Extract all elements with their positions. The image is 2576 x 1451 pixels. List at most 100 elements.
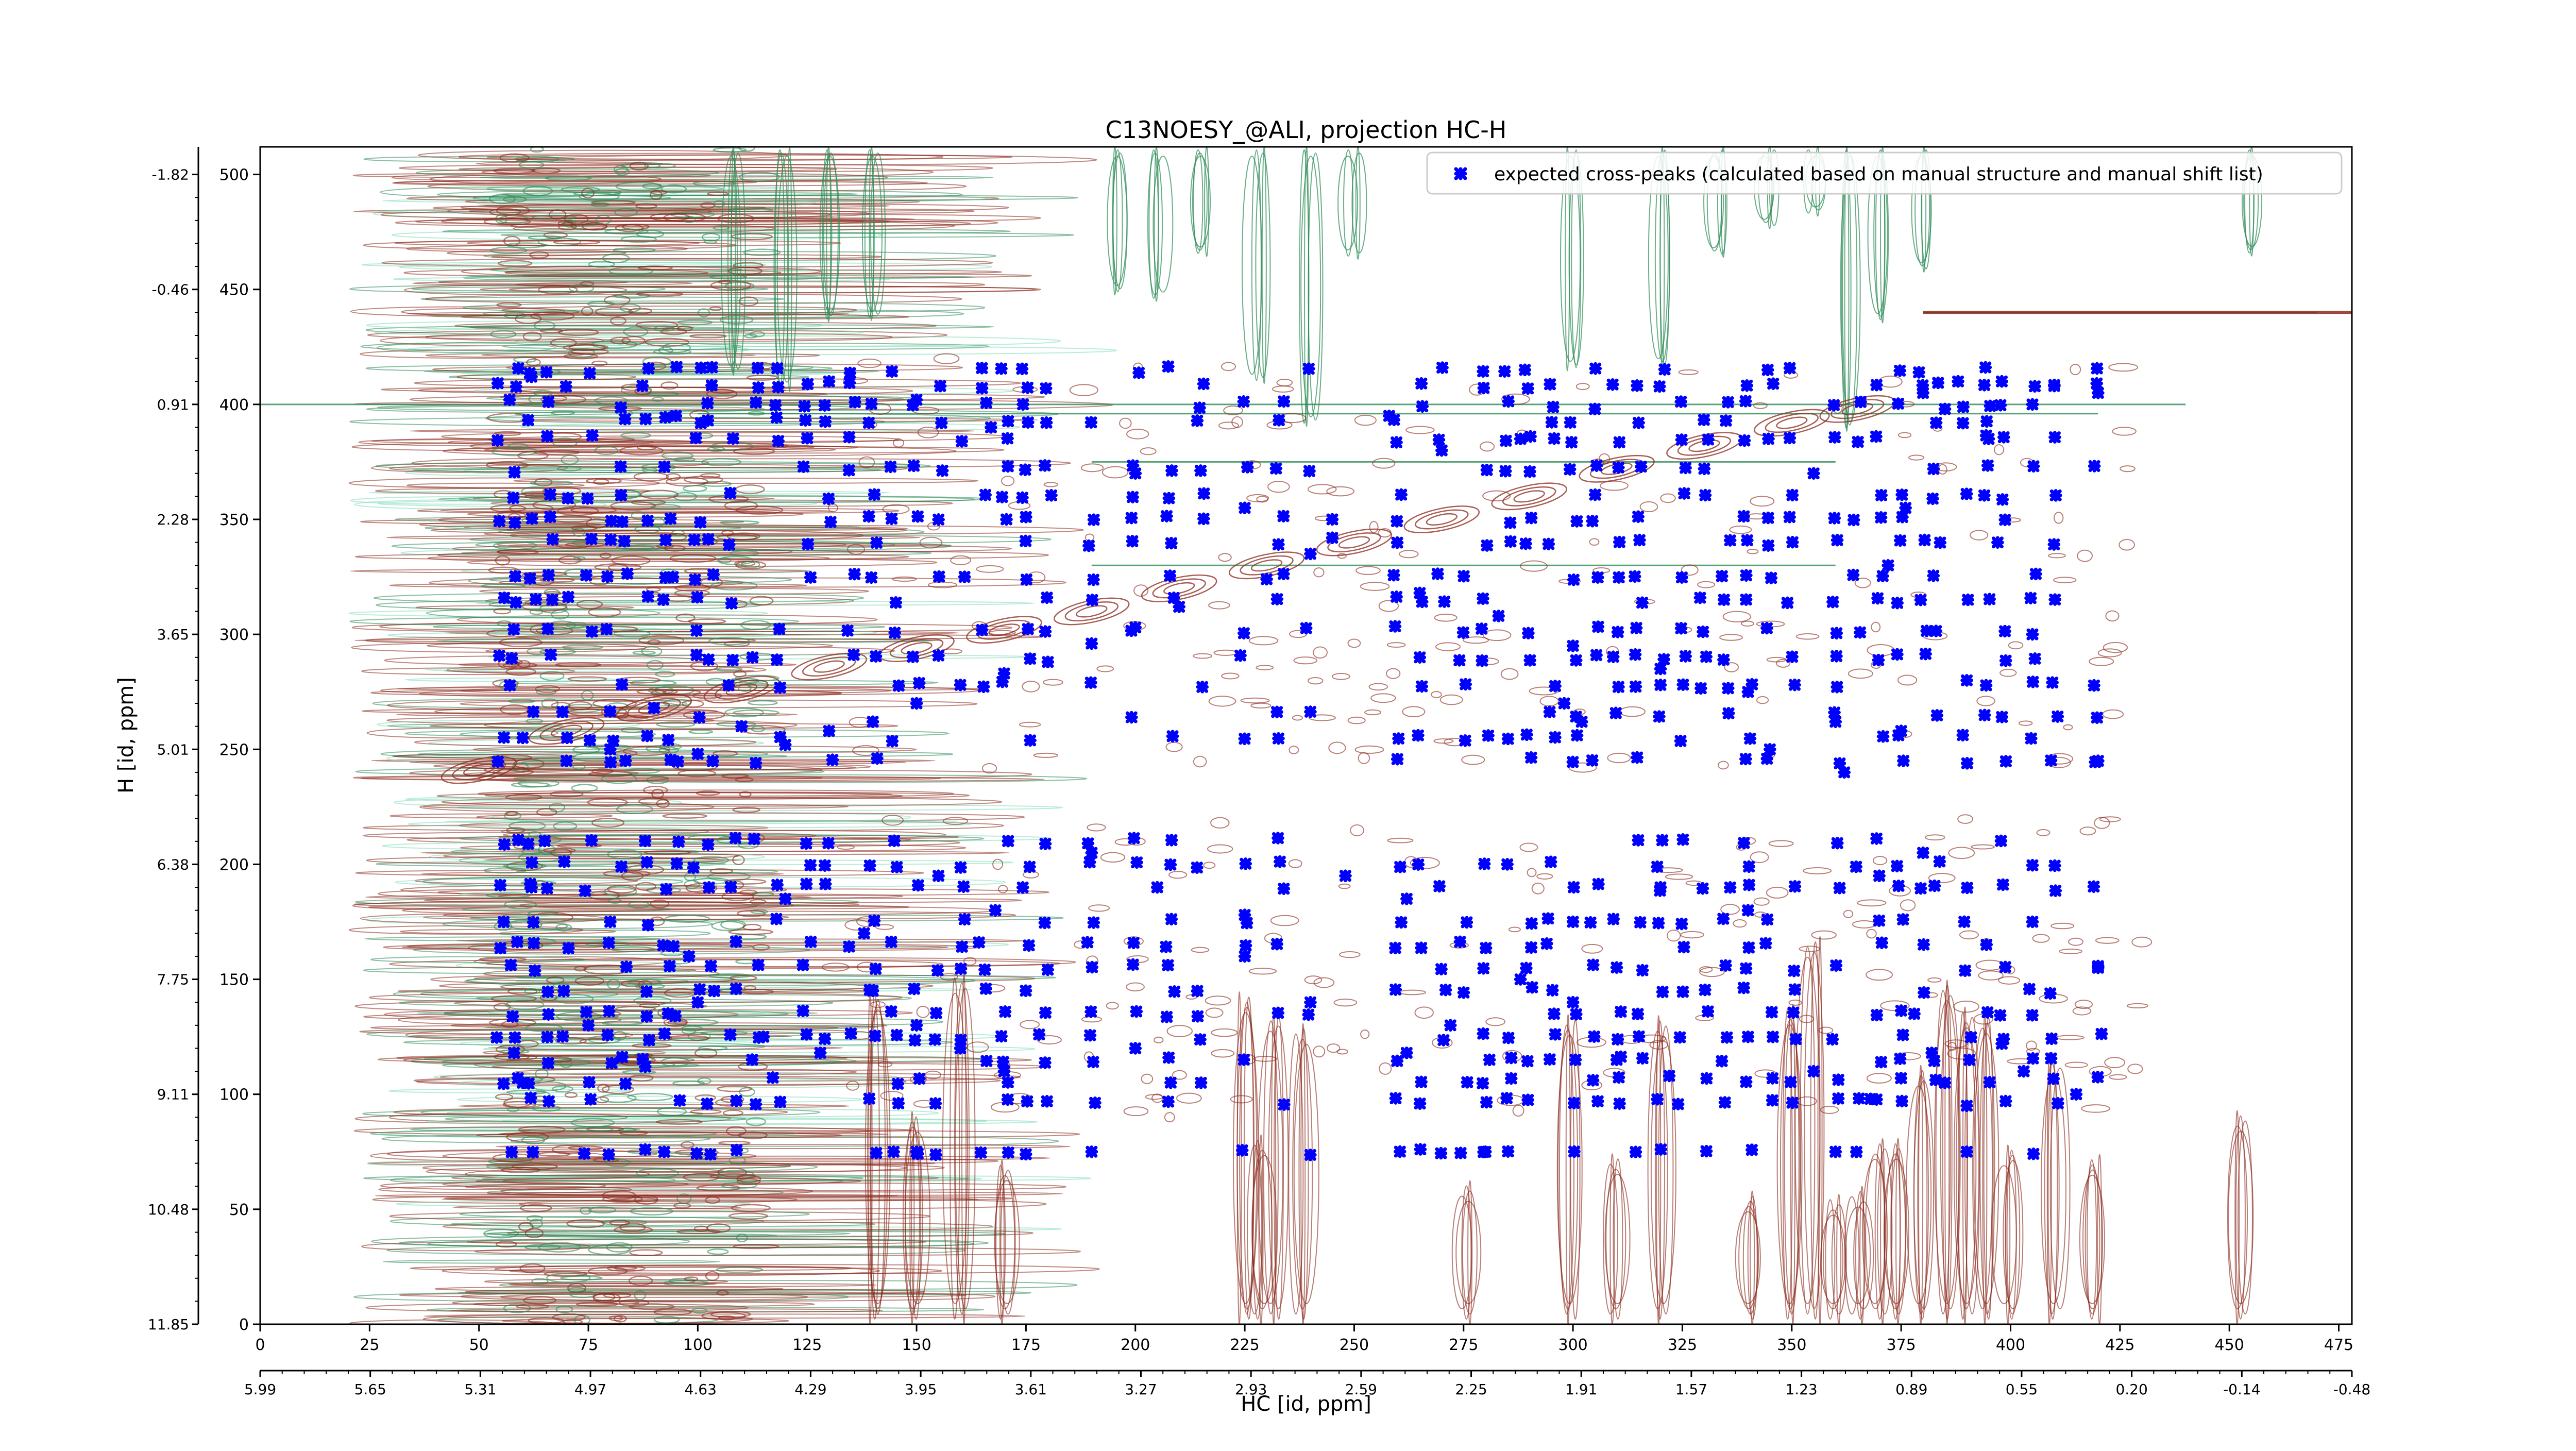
contour-column — [526, 358, 541, 366]
cross-peak-marker — [936, 464, 949, 477]
contour-peak — [1168, 871, 1188, 879]
cross-peak-marker — [562, 590, 575, 603]
cross-peak-marker — [1125, 511, 1138, 525]
cross-peak-marker — [1273, 414, 1285, 427]
cross-peak-marker — [1720, 1031, 1734, 1044]
contour-column — [546, 1273, 591, 1283]
contour-peak — [2099, 816, 2121, 822]
cross-peak-marker — [640, 1010, 653, 1023]
cross-peak-marker — [1651, 860, 1664, 873]
contour-top-spike — [1148, 149, 1159, 299]
cross-peak-marker — [1165, 536, 1178, 550]
cross-peak-marker — [1956, 729, 1970, 741]
cross-peak-marker — [1038, 916, 1052, 930]
cross-peak-marker — [702, 533, 715, 546]
cross-peak-marker — [1679, 650, 1692, 663]
contour-column — [495, 1241, 517, 1248]
contour-peak — [967, 1041, 989, 1053]
cross-peak-marker — [2028, 652, 2042, 665]
contour-streak — [383, 1259, 721, 1264]
cross-peak-marker — [1788, 880, 1802, 893]
contour-peak — [1639, 501, 1658, 513]
contour-column — [568, 1287, 586, 1293]
cross-peak-marker — [1828, 512, 1841, 525]
contour-peak — [1519, 842, 1538, 852]
cross-peak-marker — [822, 837, 835, 850]
contour-column — [489, 330, 517, 339]
contour-peak — [1208, 696, 1236, 707]
cross-peak-marker — [1272, 732, 1285, 745]
cross-peak-marker — [1742, 860, 1756, 873]
cross-peak-marker — [862, 1092, 876, 1105]
contour-peak — [1043, 482, 1058, 487]
contour-streak — [507, 264, 809, 274]
cross-peak-marker — [1022, 939, 1036, 952]
cross-peak-marker — [892, 679, 905, 693]
contour-peak — [2032, 934, 2050, 943]
contour-column — [672, 1019, 719, 1026]
contour-peak — [1379, 1062, 1392, 1075]
contour-streak — [519, 1127, 912, 1133]
cross-peak-marker — [929, 1097, 942, 1110]
cross-peak-marker — [888, 626, 902, 639]
x-tick-label: 175 — [1011, 1336, 1041, 1354]
cross-peak-marker — [2095, 1027, 2108, 1040]
contour-column — [745, 1117, 766, 1126]
contour-peak — [1766, 886, 1789, 899]
cross-peak-marker — [1270, 705, 1283, 719]
cross-peak-marker — [621, 567, 634, 580]
cross-peak-marker — [778, 738, 792, 751]
contour-column — [747, 682, 770, 688]
contour-peak — [1164, 1112, 1175, 1123]
y-ppm-tick-label: 2.28 — [157, 511, 189, 528]
contour-bottom-spike — [1000, 1170, 1016, 1315]
cross-peak-marker — [585, 834, 598, 847]
cross-peak-marker — [1716, 569, 1728, 583]
contour-peak — [1372, 458, 1396, 469]
contour-column — [750, 909, 768, 914]
contour-peak — [1947, 1042, 1957, 1051]
y-ppm-tick-label: 9.11 — [157, 1086, 189, 1103]
cross-peak-marker — [1568, 1145, 1581, 1158]
contour-column — [486, 892, 531, 898]
contour-column — [588, 261, 615, 268]
contour-streak — [426, 608, 660, 619]
contour-peak — [880, 1090, 904, 1101]
x-tick-label: 150 — [902, 1336, 931, 1354]
cross-peak-marker — [1991, 536, 2004, 549]
cross-peak-marker — [1504, 516, 1517, 529]
cross-peak-marker — [884, 460, 897, 474]
contour-peak — [1126, 428, 1149, 440]
cross-peak-marker — [669, 1009, 682, 1023]
contour-column — [574, 966, 587, 972]
cross-peak-marker — [636, 1053, 649, 1066]
contour-column — [503, 235, 521, 246]
cross-peak-marker — [865, 397, 878, 411]
contour-streak — [467, 510, 804, 518]
contour-column — [635, 320, 679, 329]
cross-peak-marker — [687, 861, 700, 874]
contour-column — [488, 194, 516, 205]
contour-streak — [378, 1185, 632, 1194]
contour-top-spike — [862, 156, 883, 312]
contour-streak — [445, 819, 958, 824]
cross-peak-marker — [542, 395, 555, 409]
cross-peak-marker — [1983, 1076, 1996, 1089]
contour-peak — [1750, 496, 1775, 507]
contour-bottom-spike — [1455, 1201, 1482, 1305]
contour-column — [591, 817, 624, 828]
cross-peak-marker — [1501, 732, 1515, 746]
x-tick-label: 100 — [683, 1336, 713, 1354]
cross-peak-marker — [958, 913, 971, 926]
cross-peak-marker — [492, 755, 504, 768]
cross-peak-marker — [690, 1147, 703, 1160]
cross-peak-marker — [1636, 964, 1649, 977]
cross-peak-marker — [1191, 1010, 1205, 1023]
contour-column — [493, 1003, 511, 1011]
contour-bottom-spike — [1845, 1206, 1871, 1305]
cross-peak-marker — [669, 409, 683, 423]
cross-peak-marker — [1632, 510, 1645, 523]
contour-peak — [1927, 977, 1942, 983]
contour-peak — [1843, 909, 1854, 918]
cross-peak-marker — [842, 940, 856, 953]
